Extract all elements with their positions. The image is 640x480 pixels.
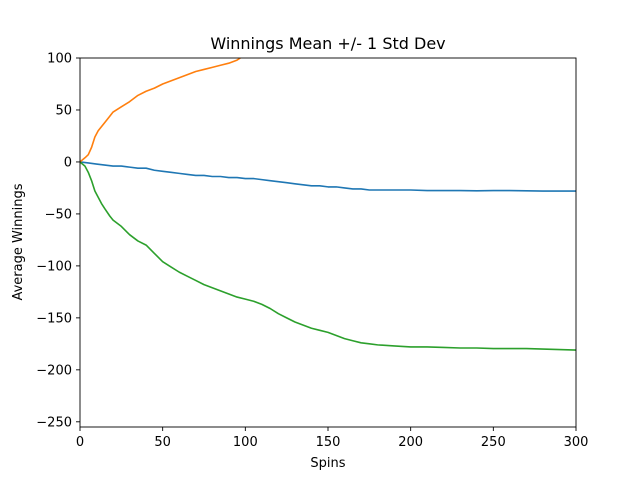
x-tick-label: 50	[154, 435, 171, 450]
x-tick-label: 0	[76, 435, 84, 450]
plot-area: 0 50 100 150 200 250 300 100 50 0 −50 −100 −150 −200 −…	[36, 52, 588, 451]
series-line-0	[80, 161, 576, 192]
x-tick-label: 250	[481, 435, 506, 450]
y-tick-label: −50	[45, 207, 72, 222]
y-tick-label: −200	[36, 363, 72, 378]
chart-title: Winnings Mean +/- 1 Std Dev	[210, 34, 445, 53]
y-tick-label: −150	[36, 311, 72, 326]
x-tick-label: 150	[316, 435, 341, 450]
y-axis-label: Average Winnings	[11, 183, 26, 300]
y-tick-label: 100	[47, 52, 72, 67]
series-line-1	[80, 58, 241, 163]
x-tick-label: 100	[233, 435, 258, 450]
x-axis-label: Spins	[310, 456, 345, 471]
x-tick-label: 300	[564, 435, 589, 450]
y-tick-label: 0	[64, 155, 72, 170]
y-tick-label: 50	[55, 103, 72, 118]
series-line-2	[80, 161, 576, 351]
y-tick-label: −250	[36, 415, 72, 430]
y-tick-label: −100	[36, 259, 72, 274]
x-tick-label: 200	[398, 435, 423, 450]
